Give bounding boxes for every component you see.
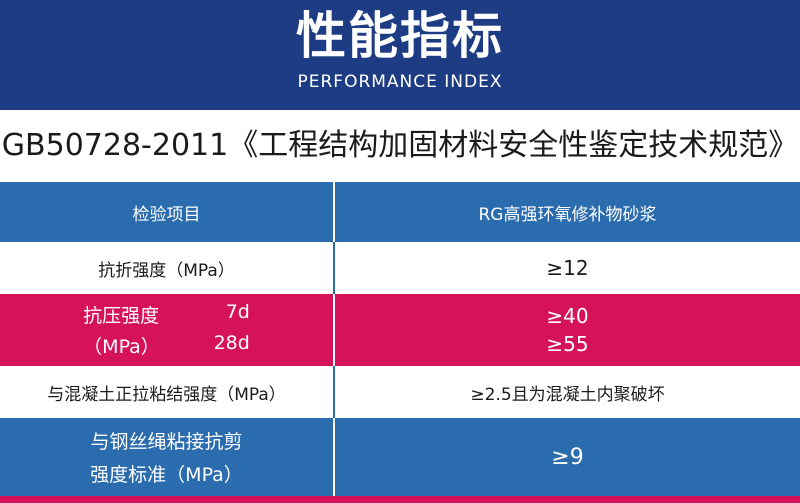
value-7d: ≥40 <box>546 304 589 328</box>
item-flexural-strength: 抗折强度（MPa） <box>98 260 235 281</box>
value-28d: ≥55 <box>546 332 589 356</box>
table-row: 抗折强度（MPa） ≥12 <box>0 242 800 294</box>
page-subtitle: PERFORMANCE INDEX <box>297 72 503 92</box>
standard-reference: GB50728-2011《工程结构加固材料安全性鉴定技术规范》 <box>1 128 799 163</box>
item-shear-line2: 强度标准（MPa） <box>90 464 243 486</box>
item-shear-line1: 与钢丝绳粘接抗剪 <box>90 431 243 453</box>
item-shear-strength: 与钢丝绳粘接抗剪 强度标准（MPa） <box>0 418 333 496</box>
item-compressive-strength: 抗压强度 7d （MPa） 28d <box>0 294 333 366</box>
value-bond-strength: ≥2.5且为混凝土内聚破坏 <box>470 384 665 405</box>
bottom-accent-strip <box>0 496 800 503</box>
item-compressive-label: 抗压强度 <box>83 305 160 327</box>
item-bond-strength: 与混凝土正拉粘结强度（MPa） <box>47 384 286 405</box>
column-divider <box>333 366 335 418</box>
age-28d: 28d <box>213 332 250 354</box>
column-header-item: 检验项目 <box>132 204 201 225</box>
value-shear-strength: ≥9 <box>551 444 584 470</box>
header-banner: 性能指标 PERFORMANCE INDEX <box>0 0 800 110</box>
table-row: 抗压强度 7d （MPa） 28d ≥40 ≥55 <box>0 294 800 366</box>
page-title: 性能指标 <box>296 7 504 65</box>
table-row: 与钢丝绳粘接抗剪 强度标准（MPa） ≥9 <box>0 418 800 496</box>
column-divider <box>333 182 335 242</box>
table-header-row: 检验项目 RG高强环氧修补物砂浆 <box>0 182 800 242</box>
column-divider <box>333 294 335 366</box>
column-divider <box>333 242 335 294</box>
column-header-product: RG高强环氧修补物砂浆 <box>478 204 657 225</box>
age-7d: 7d <box>225 301 250 323</box>
value-flexural-strength: ≥12 <box>546 256 589 280</box>
table-row: 与混凝土正拉粘结强度（MPa） ≥2.5且为混凝土内聚破坏 <box>0 366 800 418</box>
column-divider <box>333 418 335 496</box>
item-compressive-unit: （MPa） <box>83 336 160 358</box>
value-compressive-strength: ≥40 ≥55 <box>335 294 800 366</box>
